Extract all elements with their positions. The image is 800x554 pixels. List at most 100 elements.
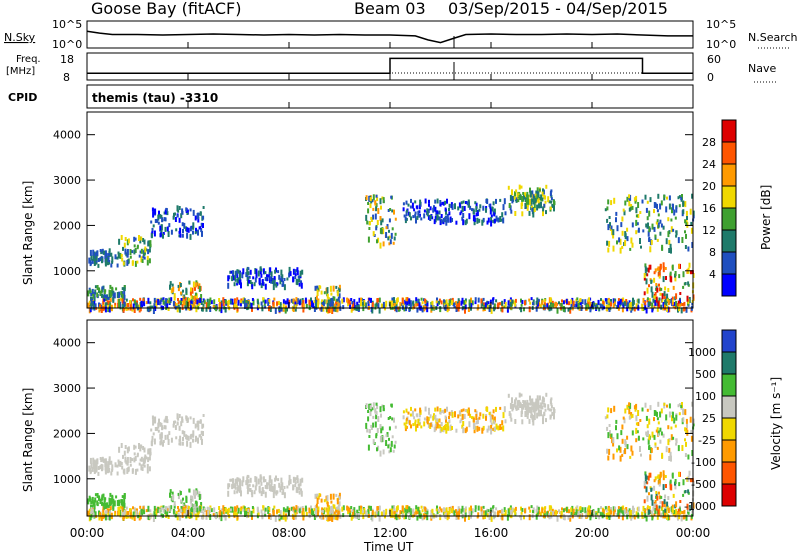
velocity-cell: [533, 410, 536, 416]
velocity-cell: [442, 428, 445, 433]
power-cell: [412, 300, 415, 307]
power-cell: [165, 298, 168, 303]
power-cell: [296, 279, 299, 286]
power-cell: [654, 268, 657, 273]
power-cell: [218, 298, 221, 302]
power-cell: [332, 285, 335, 292]
power-cell: [249, 269, 252, 275]
velocity-cell: [520, 515, 523, 521]
velocity-cell: [489, 507, 492, 512]
velocity-cell: [536, 402, 539, 408]
velocity-cell: [388, 450, 391, 454]
power-cell: [607, 305, 610, 309]
velocity-cell: [414, 408, 417, 412]
velocity-cell: [366, 428, 369, 433]
velocity-cell: [94, 493, 97, 497]
velocity-cell: [188, 488, 191, 492]
power-cell: [668, 239, 671, 245]
power-cell: [484, 302, 487, 308]
velocity-cell: [605, 506, 608, 513]
power-cell: [109, 298, 112, 303]
velocity-cell: [389, 416, 392, 419]
velocity-cell: [528, 418, 531, 424]
power-cell: [346, 297, 349, 303]
colorbar-tick-label: 24: [702, 158, 716, 171]
power-cell: [123, 294, 126, 300]
power-cell: [147, 297, 150, 304]
power-cell: [619, 298, 622, 304]
power-cell: [467, 202, 470, 208]
velocity-cell: [185, 495, 188, 502]
power-cell: [192, 222, 195, 229]
velocity-cell: [317, 508, 320, 512]
power-cell: [382, 228, 385, 235]
power-cell: [509, 194, 512, 201]
velocity-cell: [658, 505, 661, 509]
power-cell: [259, 266, 262, 272]
power-cell: [464, 300, 467, 307]
power-cell: [549, 302, 552, 309]
power-cell: [490, 217, 493, 222]
noise-sky-label: N.Sky: [4, 31, 36, 44]
velocity-cell: [249, 488, 252, 492]
velocity-cell: [416, 515, 419, 521]
power-cell: [103, 289, 106, 295]
power-cell: [270, 279, 272, 284]
velocity-cell: [143, 511, 146, 515]
velocity-cell: [668, 411, 671, 418]
velocity-cell: [530, 505, 533, 509]
velocity-cell: [121, 502, 124, 509]
power-cell: [501, 306, 504, 313]
velocity-cell: [281, 482, 284, 488]
power-cell: [195, 227, 197, 233]
velocity-cell: [333, 504, 336, 509]
power-cell: [523, 195, 525, 200]
power-cell: [690, 270, 692, 275]
velocity-cell: [477, 505, 480, 511]
power-cell: [193, 295, 196, 301]
power-cell: [523, 307, 525, 312]
power-cell: [490, 307, 493, 314]
velocity-cell: [139, 515, 142, 520]
power-cell: [279, 279, 282, 285]
velocity-cell: [202, 511, 205, 515]
velocity-cell: [648, 445, 651, 450]
power-cell: [681, 194, 683, 200]
velocity-cell: [154, 416, 157, 423]
power-cell: [691, 242, 694, 248]
power-cell: [604, 298, 607, 302]
power-cell: [252, 299, 255, 306]
velocity-cell: [622, 512, 625, 516]
power-cell: [320, 306, 323, 312]
velocity-cell: [513, 401, 516, 408]
power-cell: [388, 235, 391, 239]
power-cell: [93, 260, 96, 266]
power-cell: [610, 200, 613, 206]
power-cell: [318, 285, 321, 289]
velocity-cell: [297, 483, 300, 487]
velocity-cell: [549, 401, 552, 405]
power-cell: [593, 302, 596, 307]
velocity-cell: [107, 516, 110, 520]
power-cell: [675, 230, 678, 234]
power-cell: [247, 271, 250, 276]
power-cell: [107, 304, 110, 308]
velocity-cell: [428, 407, 430, 412]
velocity-cell: [95, 463, 98, 469]
power-cell: [149, 306, 152, 312]
velocity-cell: [687, 454, 690, 460]
power-cell: [410, 216, 412, 221]
power-cell: [556, 307, 559, 314]
power-cell: [516, 197, 519, 202]
velocity-cell: [498, 510, 501, 514]
power-cell: [114, 302, 117, 308]
power-cell: [675, 206, 678, 213]
power-cell: [446, 213, 449, 220]
power-cell: [394, 217, 397, 221]
velocity-cell: [275, 491, 278, 496]
velocity-cell: [502, 425, 505, 432]
velocity-cell: [624, 441, 627, 448]
velocity-cell: [103, 497, 106, 503]
noise-right-tick-top: 10^5: [706, 18, 736, 31]
